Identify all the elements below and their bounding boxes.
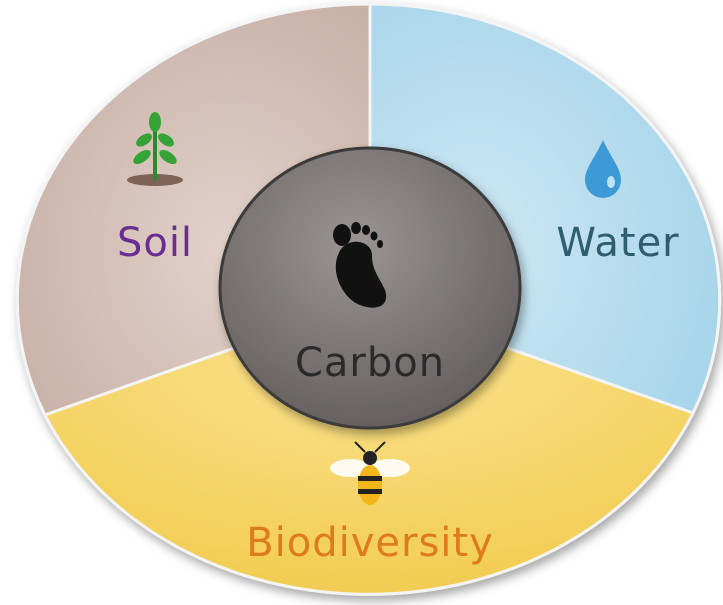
footprint-icon (333, 222, 387, 308)
drop-highlight (607, 176, 615, 188)
biodiversity-label: Biodiversity (246, 520, 494, 566)
ring (15, 2, 722, 596)
bee-icon (330, 441, 410, 505)
carbon-label: Carbon (295, 340, 445, 386)
soil-label: Soil (117, 220, 193, 266)
biodiversity-segment (42, 298, 696, 596)
water-label: Water (556, 220, 679, 266)
plant-icon (127, 112, 183, 186)
